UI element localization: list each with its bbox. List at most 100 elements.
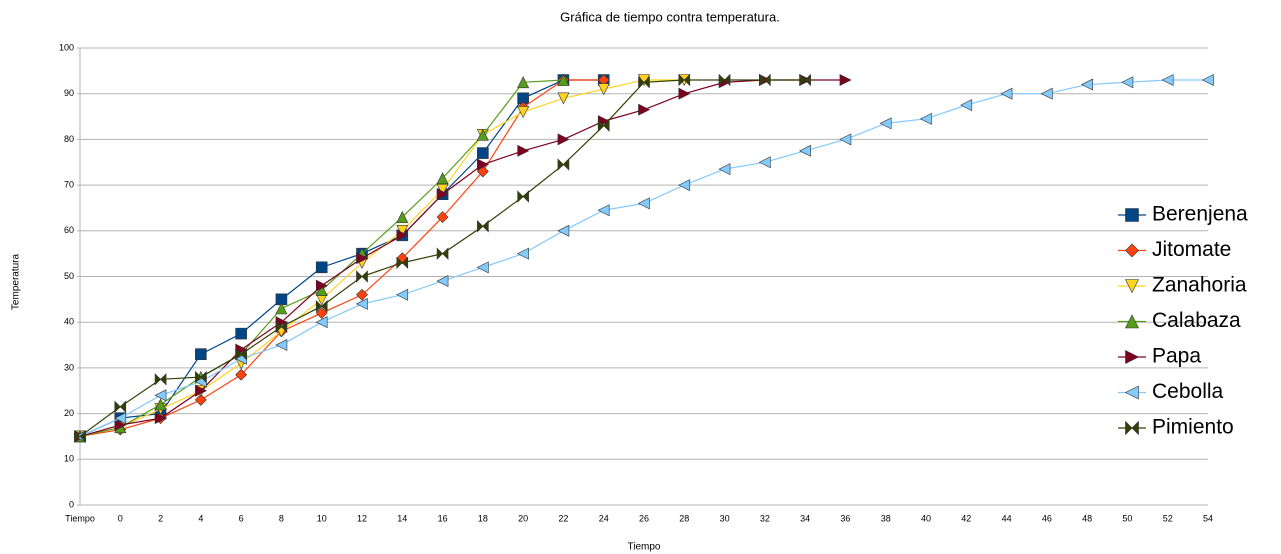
point-marker <box>195 348 207 360</box>
point-marker <box>718 163 731 176</box>
x-tick-label: 48 <box>1082 513 1092 523</box>
y-tick-label: 40 <box>64 317 74 327</box>
point-marker <box>436 275 449 288</box>
series-line <box>79 79 806 437</box>
x-tick-label: 6 <box>239 513 244 523</box>
point-marker <box>154 389 167 402</box>
series-line <box>79 79 1208 437</box>
point-marker <box>275 302 288 315</box>
point-marker <box>275 339 288 352</box>
point-marker <box>1000 87 1013 100</box>
point-marker <box>356 288 368 301</box>
x-tick-label: 54 <box>1203 513 1213 523</box>
x-tick-label: 38 <box>881 513 891 523</box>
legend-label: Papa <box>1152 345 1201 368</box>
point-marker <box>557 158 570 171</box>
x-tick-label: 30 <box>720 513 730 523</box>
point-marker <box>195 384 208 397</box>
y-tick-label: 50 <box>64 271 74 281</box>
series-line <box>79 79 685 438</box>
point-marker <box>194 393 207 406</box>
point-marker <box>1161 74 1174 86</box>
y-tick-label: 60 <box>64 225 74 235</box>
y-tick-label: 20 <box>64 408 74 418</box>
x-axis-title: Tiempo <box>628 542 661 553</box>
point-marker <box>557 224 570 237</box>
series-line <box>79 79 604 437</box>
point-marker <box>396 210 409 223</box>
x-tick-label: 12 <box>357 513 367 523</box>
x-tick-label: 20 <box>518 513 528 523</box>
point-marker <box>1080 78 1093 91</box>
point-marker <box>396 229 409 242</box>
x-tick-label: 2 <box>158 513 163 523</box>
point-marker <box>678 179 691 192</box>
y-tick-label: 80 <box>64 134 74 144</box>
point-marker <box>315 284 328 297</box>
y-axis-title: Temperatura <box>11 253 22 310</box>
point-marker <box>476 128 489 141</box>
point-marker <box>436 172 449 185</box>
point-marker <box>436 247 449 260</box>
x-tick-label: 46 <box>1042 513 1052 523</box>
x-tick-label: 8 <box>279 513 284 523</box>
point-marker <box>477 220 489 233</box>
point-marker <box>477 158 490 171</box>
point-marker <box>516 247 529 260</box>
point-marker <box>235 368 248 381</box>
x-tick-label: 40 <box>921 513 931 523</box>
series-line <box>79 79 604 438</box>
point-marker <box>476 261 489 274</box>
point-marker <box>799 73 811 87</box>
point-marker <box>517 76 530 89</box>
legend-marker <box>1125 208 1139 222</box>
point-marker <box>154 412 167 425</box>
point-marker <box>396 225 409 237</box>
point-marker <box>356 270 368 283</box>
point-marker <box>517 190 529 203</box>
legend-label: Berenjena <box>1152 203 1248 226</box>
chart-title: Gráfica de tiempo contra temperatura. <box>560 9 780 24</box>
legend-marker <box>1124 385 1139 400</box>
x-tick-label: 28 <box>679 513 689 523</box>
point-marker <box>235 327 247 340</box>
y-tick-label: 70 <box>64 179 74 189</box>
point-marker <box>557 73 570 86</box>
point-marker <box>597 119 610 132</box>
legend-label: Cebolla <box>1152 380 1224 403</box>
point-marker <box>919 112 932 125</box>
x-tick-label: 14 <box>397 513 407 523</box>
series-line <box>79 79 564 438</box>
point-marker <box>759 73 771 87</box>
x-tick-label: Tiempo <box>65 513 95 523</box>
legend-marker <box>1125 243 1139 258</box>
legend-marker <box>1125 314 1139 329</box>
point-marker <box>798 144 811 157</box>
x-tick-label: 22 <box>558 513 568 523</box>
y-tick-label: 10 <box>64 454 74 464</box>
point-marker <box>315 316 328 329</box>
x-tick-label: 10 <box>317 513 327 523</box>
x-tick-label: 4 <box>198 513 203 523</box>
point-marker <box>839 133 852 146</box>
point-marker <box>597 204 610 217</box>
point-marker <box>74 430 86 443</box>
point-marker <box>436 188 449 201</box>
x-tick-label: 18 <box>478 513 488 523</box>
point-marker <box>315 279 328 292</box>
y-tick-label: 100 <box>59 42 74 52</box>
x-tick-label: 34 <box>800 513 810 523</box>
point-marker <box>315 299 328 313</box>
x-tick-label: 26 <box>639 513 649 523</box>
legend-marker <box>1125 279 1139 294</box>
point-marker <box>235 347 247 361</box>
point-marker <box>517 106 530 119</box>
x-tick-label: 36 <box>840 513 850 523</box>
point-marker <box>638 76 650 89</box>
point-marker <box>1201 74 1214 86</box>
point-marker <box>356 252 369 265</box>
point-marker <box>597 83 610 96</box>
point-marker <box>557 133 570 146</box>
x-tick-label: 0 <box>118 513 123 523</box>
